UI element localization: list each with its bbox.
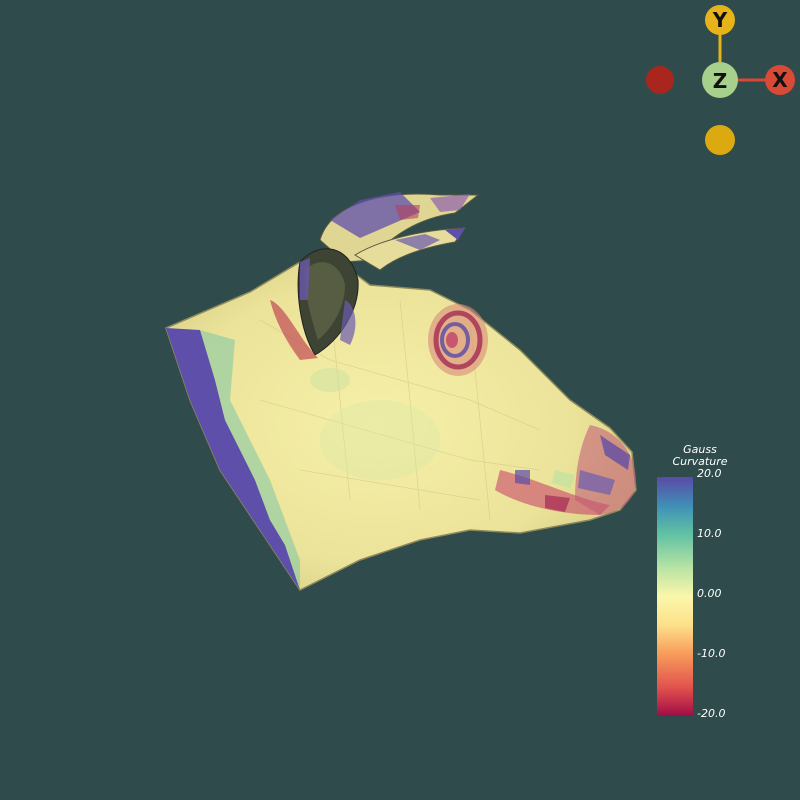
scalar-bar-title-line2: Curvature xyxy=(672,455,728,468)
scalar-bar-title-line1: Gauss xyxy=(683,443,717,456)
scalar-bar-tick-high: 10.0 xyxy=(697,527,722,540)
neck-edge-transition xyxy=(200,330,300,590)
scalar-bar-tick-min: -20.0 xyxy=(697,707,726,720)
scalar-bar-tick-max: 20.0 xyxy=(697,467,722,480)
neck-cut-edge xyxy=(166,328,300,590)
scalar-bar-colormap xyxy=(657,477,693,716)
scalar-bar-tick-low: -10.0 xyxy=(697,647,726,660)
scalar-bar-tick-zero: 0.00 xyxy=(697,587,722,600)
muzzle-region xyxy=(515,425,636,515)
eye-region xyxy=(428,304,488,376)
scalar-bar-legend: Gauss Curvature 20.0 10.0 0.00 -10.0 -20… xyxy=(640,440,760,730)
scalar-bar-title: Gauss Curvature xyxy=(640,444,760,468)
